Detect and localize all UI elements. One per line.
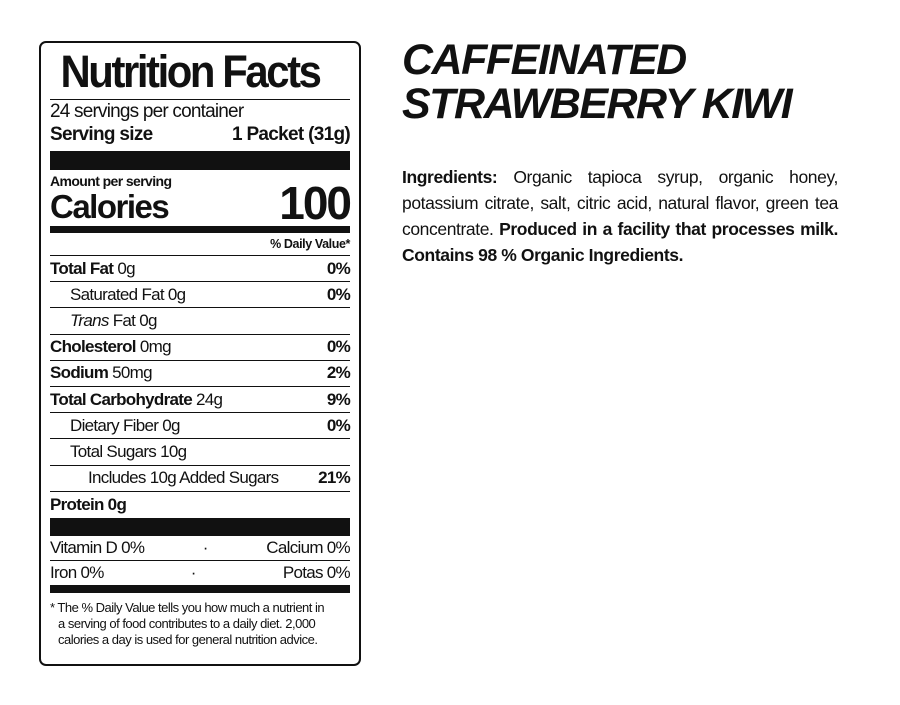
nutrient-name: Sodium [50, 363, 109, 383]
nutrient-name: Includes 10g Added Sugars [88, 468, 279, 488]
nutrient-row-total-fat: Total Fat 0g 0% [50, 256, 351, 283]
ingredients: Ingredients: Organic tapioca syrup, orga… [402, 164, 838, 268]
calories-value: 100 [279, 177, 352, 229]
footnote-line: a serving of food contributes to a daily… [58, 615, 316, 631]
label-title: Nutrition Facts [60, 46, 322, 97]
nutrient-amount: 0mg [139, 337, 172, 357]
nutrient-row-trans-fat: Trans Fat 0g [50, 308, 350, 335]
serving-size-row: Serving size 1 Packet (31g) [50, 123, 351, 147]
divider [50, 99, 350, 100]
footnote: * The % Daily Value tells you how much a… [50, 593, 350, 648]
allergen-statement: Produced in a facility that processes mi… [499, 219, 838, 239]
nutrient-dv: 21% [318, 468, 351, 488]
nutrient-dv: 2% [326, 363, 351, 383]
nutrient-dv: 0% [326, 284, 351, 304]
serving-size-label: Serving size [50, 124, 153, 145]
separator-dot: · [202, 537, 209, 557]
organic-statement: Contains 98 % Organic Ingredients. [402, 245, 684, 265]
nutrient-row-dietary-fiber: Dietary Fiber 0g 0% [50, 413, 351, 440]
product-title-line: Caffeinated [402, 36, 687, 84]
nutrient-dv: 0% [326, 258, 351, 278]
calories-label: Calories [50, 188, 170, 225]
vitamin-row: Vitamin D 0% · Calcium 0% [50, 536, 351, 561]
thick-divider [50, 517, 350, 536]
nutrient-name: Total Fat [50, 258, 114, 278]
iron: Iron 0% [50, 562, 104, 582]
ingredients-text: Organic tapioca syrup, organic honey, po… [402, 167, 838, 239]
nutrient-amount: 24g [196, 389, 223, 409]
nutrient-row-total-carbohydrate: Total Carbohydrate 24g 9% [50, 387, 351, 414]
product-title-line: Strawberry Kiwi [402, 80, 793, 128]
nutrient-name: Cholesterol [50, 337, 137, 357]
product-title: Caffeinated Strawberry Kiwi [402, 38, 838, 126]
nutrient-row-saturated-fat: Saturated Fat 0g 0% [50, 282, 351, 309]
separator-dot: · [190, 562, 197, 582]
calories-row: Calories 100 [50, 177, 352, 229]
daily-value-header: % Daily Value* [50, 233, 350, 256]
medium-divider [50, 226, 350, 233]
calcium: Calcium 0% [266, 537, 350, 557]
nutrient-name: Dietary Fiber 0g [70, 415, 180, 435]
vitamin-d: Vitamin D 0% [50, 537, 145, 557]
serving-size-value: 1 Packet (31g) [232, 124, 351, 145]
nutrient-row-sodium: Sodium 50mg 2% [50, 361, 351, 387]
servings-per-container: 24 servings per container [50, 101, 244, 122]
nutrient-name: Trans [70, 310, 109, 330]
nutrient-row-added-sugars: Includes 10g Added Sugars 21% [50, 466, 351, 492]
nutrient-name: Total Sugars 10g [70, 441, 187, 461]
amount-per-serving: Amount per serving [50, 173, 172, 189]
footnote-line: calories a day is used for general nutri… [58, 631, 318, 647]
nutrition-facts-label: Nutrition Facts 24 servings per containe… [39, 41, 361, 666]
nutrient-dv: 0% [326, 337, 351, 357]
mineral-row: Iron 0% · Potas 0% [50, 561, 351, 585]
nutrient-amount: Fat 0g [112, 310, 158, 330]
footnote-line: * The % Daily Value tells you how much a… [50, 599, 325, 615]
nutrient-name: Protein 0g [50, 494, 127, 514]
thick-divider [50, 151, 350, 170]
nutrient-amount: 50mg [112, 363, 152, 383]
potassium: Potas 0% [282, 562, 351, 582]
nutrient-row-cholesterol: Cholesterol 0mg 0% [50, 335, 351, 361]
nutrient-dv: 9% [326, 389, 351, 409]
nutrient-name: Saturated Fat 0g [70, 284, 186, 304]
product-info: Caffeinated Strawberry Kiwi Ingredients:… [402, 38, 838, 268]
ingredients-label: Ingredients: [402, 167, 498, 187]
nutrient-row-protein: Protein 0g [50, 492, 350, 518]
nutrient-name: Total Carbohydrate [50, 389, 193, 409]
nutrient-row-total-sugars: Total Sugars 10g [50, 439, 350, 466]
medium-divider [50, 584, 350, 593]
nutrient-amount: 0g [117, 258, 135, 278]
nutrient-dv: 0% [326, 415, 351, 435]
